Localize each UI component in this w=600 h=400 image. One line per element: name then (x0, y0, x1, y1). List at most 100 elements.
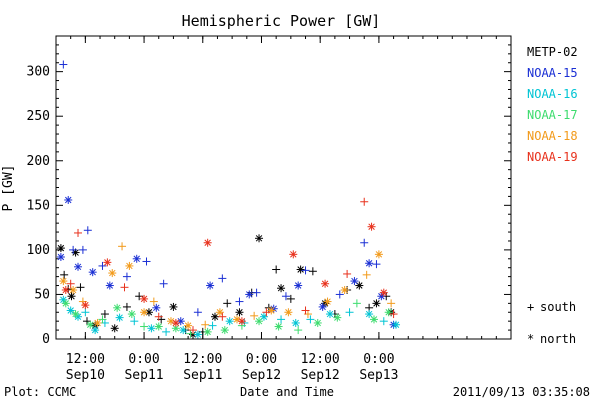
plot-timestamp: 2011/09/13 03:35:08 (453, 385, 590, 399)
data-point-north (86, 320, 95, 329)
data-point-south (252, 288, 261, 297)
data-point-north (321, 279, 330, 288)
data-point-south (59, 60, 68, 69)
data-point-south (60, 270, 69, 279)
data-point-north (108, 269, 117, 278)
data-point-north (294, 281, 303, 290)
y-tick-label: 150 (27, 198, 50, 213)
data-point-south (98, 261, 107, 270)
data-point-north (365, 259, 374, 268)
data-point-south (208, 321, 217, 330)
x-tick-sublabel: Sep12 (301, 368, 340, 383)
data-point-north (259, 312, 268, 321)
data-point-south (360, 238, 369, 247)
data-point-south (301, 306, 310, 315)
x-tick-sublabel: Sep12 (242, 368, 281, 383)
data-point-north (56, 253, 65, 262)
data-point-north (215, 308, 224, 317)
data-point-north (203, 327, 212, 336)
legend-entry: NOAA-17 (527, 108, 578, 122)
data-point-south (218, 274, 227, 283)
data-point-north (379, 288, 388, 297)
data-point-north (372, 299, 381, 308)
data-point-north (56, 244, 65, 253)
x-tick-label: 12:00 (301, 352, 340, 367)
data-point-south (223, 299, 232, 308)
data-point-south (372, 260, 381, 269)
x-tick-sublabel: Sep10 (66, 368, 105, 383)
data-point-north (277, 284, 286, 293)
data-point-south (140, 322, 149, 331)
y-axis-label: P [GW] (1, 165, 16, 212)
data-point-south (83, 226, 92, 235)
data-point-south (120, 283, 129, 292)
data-point-south (66, 279, 75, 288)
data-point-north (66, 306, 75, 315)
plot-credit: Plot: CCMC (4, 385, 76, 399)
x-tick-label: 0:00 (363, 352, 394, 367)
data-point-north (313, 318, 322, 327)
data-point-south (193, 308, 202, 317)
data-point-north (140, 294, 149, 303)
data-point-north (127, 310, 136, 319)
y-tick-label: 100 (27, 243, 50, 258)
data-point-south (379, 317, 388, 326)
data-point-north (235, 308, 244, 317)
data-point-north (333, 313, 342, 322)
data-point-south (360, 197, 369, 206)
data-point-south (345, 308, 354, 317)
data-point-south (389, 310, 398, 319)
data-point-south (335, 290, 344, 299)
y-axis: 0 50 100 150 200 250 300 (27, 44, 511, 347)
data-point-north (154, 322, 163, 331)
x-tick-label: 0:00 (128, 352, 159, 367)
data-points (56, 60, 401, 339)
data-point-south (149, 297, 158, 306)
data-point-south (308, 267, 317, 276)
data-point-north (284, 308, 293, 317)
data-point-north (220, 326, 229, 335)
data-point-north (318, 302, 327, 311)
data-point-north (291, 318, 300, 327)
data-point-south (235, 297, 244, 306)
data-point-south (294, 326, 303, 335)
data-point-north (255, 317, 264, 326)
data-point-south (262, 308, 271, 317)
data-point-north (206, 281, 215, 290)
data-point-north (203, 238, 212, 247)
data-point-north (59, 277, 68, 286)
data-point-north (125, 261, 134, 270)
data-point-north (91, 326, 100, 335)
data-point-south (301, 266, 310, 275)
data-point-south (98, 315, 107, 324)
legend-marker-label: north (540, 332, 576, 346)
data-point-north (110, 324, 119, 333)
x-tick-sublabel: Sep13 (359, 368, 398, 383)
data-point-south (277, 315, 286, 324)
data-point-north (370, 315, 379, 324)
chart-title: Hemispheric Power [GW] (182, 12, 381, 30)
data-point-north (392, 320, 401, 329)
data-point-north (365, 310, 374, 319)
data-point-north (350, 277, 359, 286)
data-point-north (340, 285, 349, 294)
data-point-south (162, 327, 171, 336)
data-point-north (61, 285, 70, 294)
data-point-south (281, 292, 290, 301)
data-point-south (154, 312, 163, 321)
data-point-south (272, 265, 281, 274)
data-point-south (142, 257, 151, 266)
y-tick-label: 50 (34, 287, 50, 302)
x-axis: 12:00Sep100:00Sep1112:00Sep110:00Sep1212… (55, 36, 512, 383)
data-point-north (64, 195, 73, 204)
data-point-north (113, 303, 122, 312)
data-point-south (201, 320, 210, 329)
x-axis-label: Date and Time (240, 385, 334, 399)
legend-marker-label: south (540, 300, 576, 314)
data-point-south (250, 311, 259, 320)
data-point-north (384, 308, 393, 317)
x-tick-label: 12:00 (183, 352, 222, 367)
data-point-south (306, 315, 315, 324)
data-point-north (147, 324, 156, 333)
legend-entry: METP-02 (527, 45, 578, 59)
